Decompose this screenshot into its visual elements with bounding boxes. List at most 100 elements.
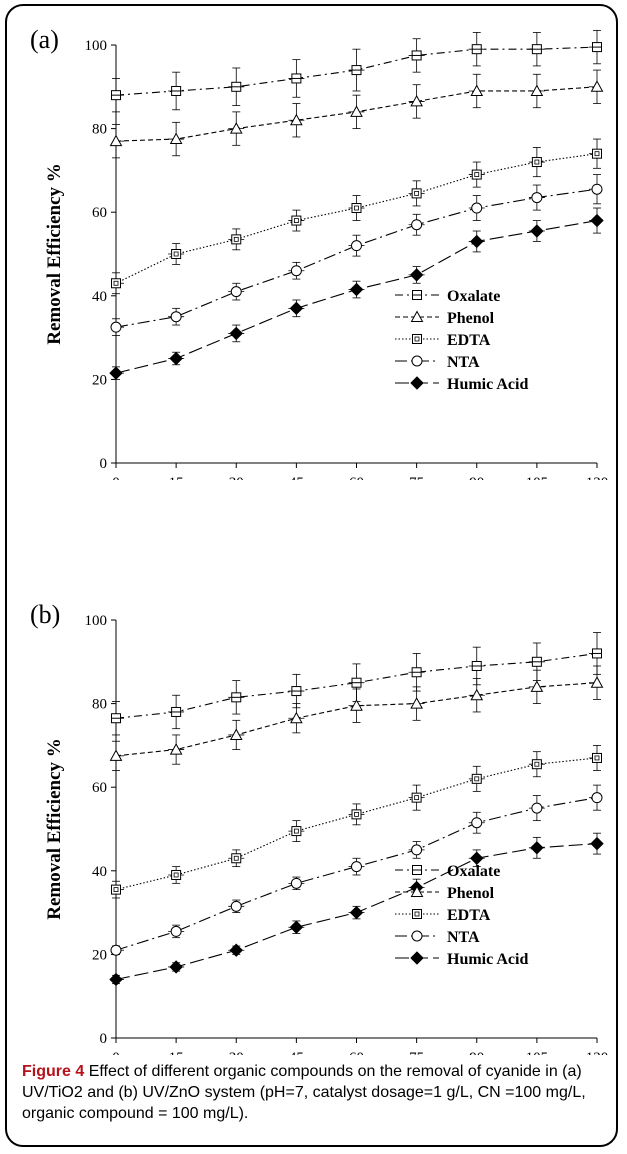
panel-a-ytick-label: 0 (100, 456, 108, 472)
panel-a-ytick-label: 80 (92, 122, 107, 138)
panel-a-series-humic-acid (110, 208, 603, 379)
panel-a-ytick-label: 20 (92, 372, 107, 388)
panel-a-series-humic-acid-point (230, 327, 242, 339)
panel-b-legend-oxalate-label: Oxalate (447, 863, 500, 880)
panel-a-legend-edta-marker (413, 335, 422, 344)
panel-b-series-nta-point (291, 878, 301, 888)
panel-a-legend-phenol-label: Phenol (447, 310, 495, 327)
panel-b-legend-edta-marker (413, 910, 422, 919)
panel-a-y-axis-label: Removal Efficiency % (44, 163, 65, 345)
panel-b-xtick-label: 30 (229, 1050, 244, 1055)
panel-a-series-phenol-point (592, 81, 603, 91)
panel-b-ytick-label: 20 (92, 947, 107, 963)
panel-a-xtick-label: 15 (169, 475, 184, 480)
panel-b-series-nta-point (532, 803, 542, 813)
panel-b-series-nta-point (111, 945, 121, 955)
panel-a-series-nta-point (291, 266, 301, 276)
panel-b-legend-edta-label: EDTA (447, 907, 491, 924)
panel-b-series-phenol-point (231, 729, 242, 739)
panel-a-series-edta-point (593, 149, 602, 158)
panel-b-series-edta-point (292, 827, 301, 836)
panel-a-xtick-label: 90 (469, 475, 484, 480)
panel-a-legend: Oxalate Phenol EDTA NTA Humic Acid (395, 288, 528, 393)
panel-b-ytick-label: 0 (100, 1031, 108, 1047)
panel-a-series-nta-point (472, 203, 482, 213)
panel-a-legend-nta-label: NTA (447, 354, 480, 371)
panel-b-series-edta-point (532, 760, 541, 769)
panel-a-series-edta (112, 139, 602, 294)
panel-b-legend-nta-label: NTA (447, 929, 480, 946)
panel-b-series-humic-acid-point (170, 961, 182, 973)
panel-a-series-nta-point (532, 193, 542, 203)
panel-a-series-nta-point (592, 184, 602, 194)
caption-text: Effect of different organic compounds on… (22, 1063, 586, 1122)
panel-a-series-nta-point (111, 322, 121, 332)
panel-a-series-nta-point (171, 312, 181, 322)
panel-b-series-phenol-point (411, 698, 422, 708)
panel-a-series-humic-acid-point (351, 284, 363, 296)
panel-b-series-humic-acid-point (591, 838, 603, 850)
panel-a-label: (a) (30, 25, 59, 54)
panel-a-legend-oxalate-label: Oxalate (447, 288, 500, 305)
panel-a-xtick-label: 120 (586, 475, 609, 480)
panel-b-series-edta-point (472, 774, 481, 783)
panel-a-series-humic-acid-point (471, 235, 483, 247)
panel-a-series-humic-acid-point (290, 302, 302, 314)
panel-a-series-humic-acid-point (170, 353, 182, 365)
panel-b-series-humic-acid-point (110, 973, 122, 985)
panel-a-series-phenol-point (351, 106, 362, 116)
panel-a-xtick-label: 60 (349, 475, 364, 480)
panel-b-xtick-label: 0 (112, 1050, 120, 1055)
figure-caption: Figure 4 Effect of different organic com… (22, 1061, 612, 1124)
panel-b-legend: Oxalate Phenol EDTA NTA Humic Acid (395, 863, 528, 968)
panel-a-series-humic-acid-point (110, 367, 122, 379)
panel-a-ytick-label: 100 (85, 38, 108, 54)
panel-a-series-edta-point (232, 235, 241, 244)
panel-b-series-nta-point (472, 818, 482, 828)
panel-b-label: (b) (30, 600, 60, 629)
panel-b-series-edta-point (172, 870, 181, 879)
panel-a-series-nta-point (352, 241, 362, 251)
figure-label: Figure 4 (22, 1063, 84, 1080)
panel-b-xtick-label: 120 (586, 1050, 609, 1055)
panel-a-series-edta-point (472, 170, 481, 179)
panel-b-series-humic-acid-point (230, 944, 242, 956)
panel-b-legend-humic-acid-label: Humic Acid (447, 951, 528, 968)
panel-b-series-phenol-point (592, 677, 603, 687)
panel-b-series-humic-acid-point (351, 907, 363, 919)
panel-b-series-nta-point (231, 901, 241, 911)
panel-b-series-nta-point (412, 845, 422, 855)
panel-b-series-humic-acid-point (290, 921, 302, 933)
panel-b-legend-nta-marker (412, 931, 422, 941)
chart-panel-a: (a)0204060801000153045607590105120Time (… (0, 0, 627, 480)
panel-b-legend-humic-acid-marker (411, 952, 423, 964)
panel-b-xtick-label: 45 (289, 1050, 304, 1055)
panel-a-series-humic-acid-point (531, 225, 543, 237)
panel-b-xtick-label: 105 (526, 1050, 549, 1055)
panel-b-xtick-label: 15 (169, 1050, 184, 1055)
panel-b-series-edta-point (232, 854, 241, 863)
panel-b-series-phenol-point (531, 681, 542, 691)
panel-b-series-edta-point (112, 885, 121, 894)
panel-b-xtick-label: 75 (409, 1050, 424, 1055)
panel-a-legend-humic-acid-label: Humic Acid (447, 376, 528, 393)
panel-b-series-nta-point (171, 926, 181, 936)
panel-b-ytick-label: 60 (92, 780, 107, 796)
panel-b-xtick-label: 60 (349, 1050, 364, 1055)
panel-a-series-edta-point (292, 216, 301, 225)
panel-b-series-humic-acid (110, 833, 603, 985)
panel-a-series-edta-point (352, 204, 361, 213)
panel-a-series-edta-point (172, 250, 181, 259)
panel-a-series-phenol-point (231, 123, 242, 133)
panel-b-series-edta-point (412, 793, 421, 802)
panel-a-series-edta-point (112, 279, 121, 288)
panel-a-legend-edta-label: EDTA (447, 332, 491, 349)
panel-b-legend-phenol-label: Phenol (447, 885, 495, 902)
panel-a-series-humic-acid-point (411, 269, 423, 281)
panel-a-xtick-label: 105 (526, 475, 549, 480)
panel-a-xtick-label: 0 (112, 475, 120, 480)
panel-b-series-edta-point (352, 810, 361, 819)
panel-a-xtick-label: 30 (229, 475, 244, 480)
panel-a-series-edta-point (412, 189, 421, 198)
panel-a-ytick-label: 60 (92, 205, 107, 221)
